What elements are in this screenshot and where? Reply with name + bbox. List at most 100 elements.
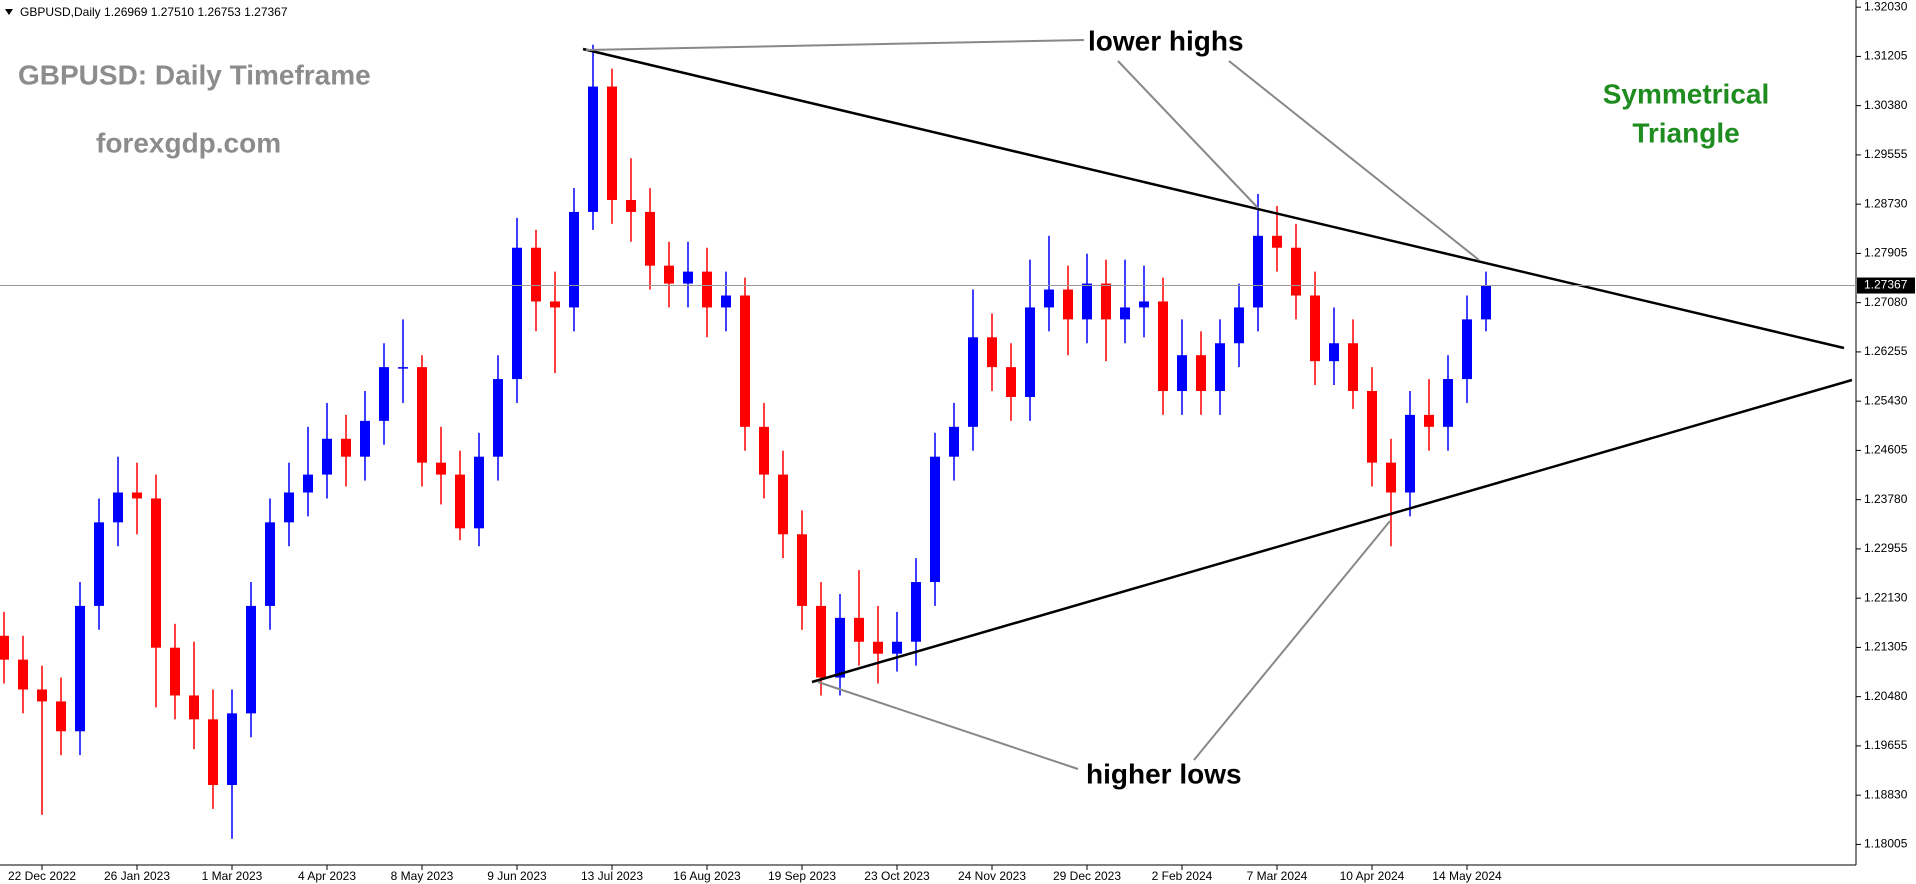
candle-body bbox=[284, 492, 294, 523]
candle-body bbox=[398, 367, 408, 369]
candle-body bbox=[360, 420, 370, 457]
candle-body bbox=[208, 719, 218, 786]
candle-body bbox=[873, 641, 883, 654]
candle-body bbox=[1120, 307, 1130, 320]
candle-body bbox=[1405, 414, 1415, 493]
candle-body bbox=[683, 271, 693, 284]
candle-body bbox=[341, 438, 351, 457]
candle-body bbox=[0, 635, 9, 660]
x-tick-label: 8 May 2023 bbox=[391, 869, 454, 883]
annotation-label: lower highs bbox=[1088, 25, 1244, 56]
pattern-label: Symmetrical bbox=[1603, 78, 1770, 109]
y-tick-label: 1.32030 bbox=[1864, 0, 1908, 13]
candle-body bbox=[75, 605, 85, 732]
x-tick-label: 16 Aug 2023 bbox=[673, 869, 741, 883]
candle-body bbox=[512, 247, 522, 380]
x-tick-label: 13 Jul 2023 bbox=[581, 869, 643, 883]
candle-body bbox=[170, 647, 180, 696]
candle-body bbox=[417, 367, 427, 463]
candle-body bbox=[1443, 379, 1453, 427]
y-tick-label: 1.21305 bbox=[1864, 640, 1908, 654]
candles bbox=[0, 44, 1491, 839]
candle-body bbox=[1044, 289, 1054, 308]
x-tick-label: 7 Mar 2024 bbox=[1247, 869, 1308, 883]
annotation-label: higher lows bbox=[1086, 758, 1242, 789]
y-tick-label: 1.22955 bbox=[1864, 541, 1908, 555]
candle-body bbox=[18, 659, 28, 690]
candle-body bbox=[1215, 343, 1225, 392]
candle-body bbox=[911, 582, 921, 642]
candle-body bbox=[113, 492, 123, 523]
candle-body bbox=[930, 456, 940, 583]
candle-body bbox=[246, 605, 256, 714]
last-price-box bbox=[1857, 277, 1915, 294]
y-tick-label: 1.30380 bbox=[1864, 98, 1908, 112]
candle-body bbox=[1253, 235, 1263, 308]
x-tick-label: 26 Jan 2023 bbox=[104, 869, 170, 883]
pointer-line bbox=[1193, 520, 1391, 761]
pointer-line bbox=[1228, 60, 1480, 261]
y-tick-label: 1.22130 bbox=[1864, 590, 1908, 604]
y-tick-label: 1.18830 bbox=[1864, 787, 1908, 801]
x-tick-label: 2 Feb 2024 bbox=[1152, 869, 1213, 883]
y-tick-label: 1.25430 bbox=[1864, 393, 1908, 407]
candle-body bbox=[1386, 462, 1396, 493]
y-tick-label: 1.31205 bbox=[1864, 49, 1908, 63]
candle-body bbox=[1101, 283, 1111, 320]
candle-body bbox=[1462, 319, 1472, 380]
x-tick-label: 4 Apr 2023 bbox=[298, 869, 356, 883]
candle-body bbox=[1234, 307, 1244, 344]
candle-body bbox=[759, 426, 769, 475]
x-tick-label: 9 Jun 2023 bbox=[487, 869, 547, 883]
x-tick-label: 24 Nov 2023 bbox=[958, 869, 1026, 883]
candle-body bbox=[702, 271, 712, 308]
upper-trendline bbox=[582, 47, 1845, 350]
candle-body bbox=[1310, 295, 1320, 362]
chart-header: GBPUSD,Daily 1.26969 1.27510 1.26753 1.2… bbox=[20, 5, 288, 19]
candle-body bbox=[664, 265, 674, 284]
candle-body bbox=[265, 522, 275, 606]
candle-body bbox=[835, 617, 845, 678]
x-tick-label: 14 May 2024 bbox=[1432, 869, 1502, 883]
candle-body bbox=[987, 337, 997, 368]
candle-body bbox=[1367, 391, 1377, 463]
pattern-label: Triangle bbox=[1632, 117, 1739, 148]
lower-trendline bbox=[811, 378, 1853, 684]
candle-body bbox=[1158, 301, 1168, 392]
y-tick-label: 1.29555 bbox=[1864, 147, 1908, 161]
candle-body bbox=[607, 86, 617, 200]
candle-body bbox=[531, 247, 541, 302]
y-tick-label: 1.28730 bbox=[1864, 196, 1908, 210]
candle-body bbox=[645, 211, 655, 266]
chart-subtitle: forexgdp.com bbox=[96, 127, 281, 158]
chart-title: GBPUSD: Daily Timeframe bbox=[18, 59, 371, 90]
candle-body bbox=[322, 438, 332, 475]
candle-body bbox=[132, 492, 142, 499]
candle-body bbox=[1424, 414, 1434, 427]
candle-body bbox=[550, 301, 560, 308]
x-tick-label: 29 Dec 2023 bbox=[1053, 869, 1121, 883]
candle-body bbox=[189, 695, 199, 720]
candle-body bbox=[474, 456, 484, 529]
candle-body bbox=[1348, 343, 1358, 392]
y-tick-label: 1.19655 bbox=[1864, 738, 1908, 752]
x-tick-label: 10 Apr 2024 bbox=[1340, 869, 1405, 883]
candle-body bbox=[493, 379, 503, 457]
candle-body bbox=[968, 337, 978, 427]
candle-body bbox=[37, 689, 47, 702]
candle-body bbox=[778, 474, 788, 535]
pointer-line bbox=[585, 39, 1085, 51]
candle-body bbox=[1272, 235, 1282, 248]
last-price-label: 1.27367 bbox=[1864, 278, 1908, 292]
candle-body bbox=[892, 641, 902, 654]
pointer-line bbox=[1117, 60, 1259, 209]
candle-body bbox=[379, 367, 389, 421]
candle-body bbox=[94, 522, 104, 606]
candle-body bbox=[1196, 355, 1206, 392]
y-tick-label: 1.23780 bbox=[1864, 492, 1908, 506]
candle-body bbox=[626, 199, 636, 212]
candle-body bbox=[854, 617, 864, 642]
x-tick-label: 19 Sep 2023 bbox=[768, 869, 836, 883]
